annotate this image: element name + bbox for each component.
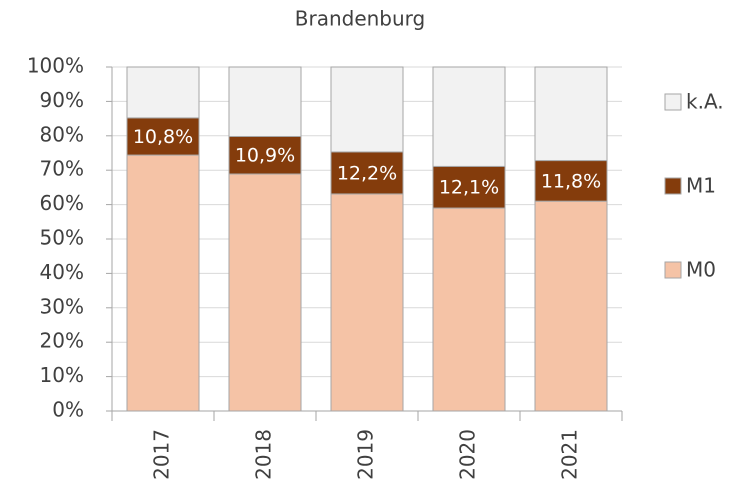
chart-title: Brandenburg xyxy=(295,7,426,31)
legend-swatch xyxy=(664,177,682,195)
legend-swatch xyxy=(664,261,682,279)
legend-label: k.A. xyxy=(686,90,724,114)
legend-label: M0 xyxy=(686,258,716,282)
y-tick-label: 40% xyxy=(40,260,84,284)
x-tick-label: 2017 xyxy=(150,429,174,480)
y-tick-label: 10% xyxy=(40,363,84,387)
y-tick-label: 20% xyxy=(40,329,84,353)
y-tick-label: 50% xyxy=(40,226,84,250)
legend-label: M1 xyxy=(686,174,716,198)
data-label: 10,8% xyxy=(133,126,193,148)
bar-segment xyxy=(126,117,200,156)
data-label: 10,9% xyxy=(235,145,295,167)
y-tick-label: 100% xyxy=(27,54,84,78)
data-label: 12,1% xyxy=(439,177,499,199)
x-tick-label: 2021 xyxy=(558,429,582,480)
y-tick-label: 60% xyxy=(40,191,84,215)
y-tick-label: 30% xyxy=(40,294,84,318)
y-tick-label: 90% xyxy=(40,88,84,112)
bar-segment xyxy=(126,154,200,412)
bar-segment xyxy=(126,66,200,119)
bar-segment xyxy=(228,66,302,137)
bar-segment xyxy=(534,160,608,202)
y-tick-label: 70% xyxy=(40,157,84,181)
data-label: 12,2% xyxy=(337,162,397,184)
x-tick-label: 2019 xyxy=(354,429,378,480)
data-label: 11,8% xyxy=(541,170,601,192)
bar-segment xyxy=(228,135,302,175)
bar-segment xyxy=(432,207,506,412)
x-tick-label: 2018 xyxy=(252,429,276,480)
bar-segment xyxy=(330,66,404,153)
legend-swatch xyxy=(664,93,682,111)
bar-segment xyxy=(228,173,302,412)
bar-segment xyxy=(534,200,608,412)
y-tick-label: 0% xyxy=(52,398,84,422)
bar-segment xyxy=(432,66,506,167)
bar-segment xyxy=(534,66,608,162)
y-tick-label: 80% xyxy=(40,122,84,146)
x-tick-label: 2020 xyxy=(456,429,480,480)
bar-segment xyxy=(330,151,404,195)
bar-segment xyxy=(330,193,404,412)
